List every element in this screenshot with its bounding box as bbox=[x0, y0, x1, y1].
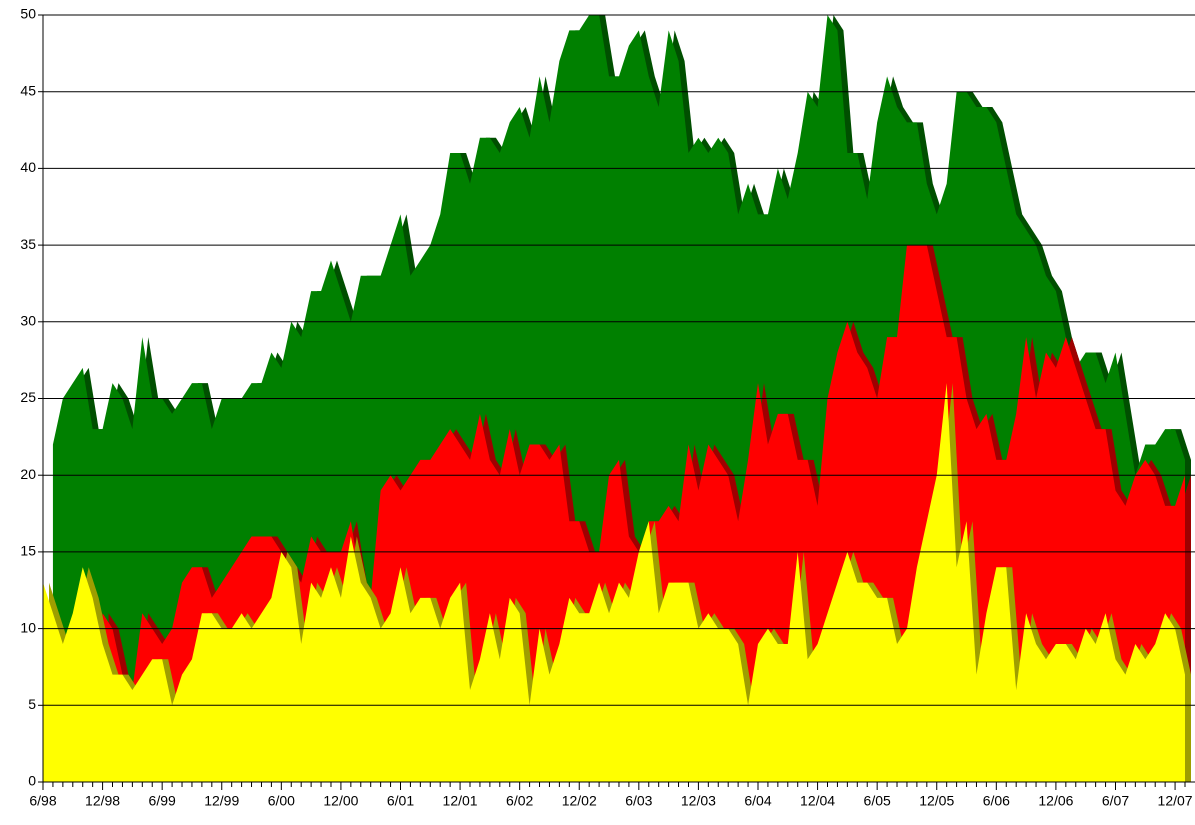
y-tick-label: 10 bbox=[20, 619, 36, 635]
y-tick-label: 50 bbox=[20, 6, 36, 22]
y-tick-label: 40 bbox=[20, 159, 36, 175]
x-tick-label: 6/04 bbox=[744, 793, 771, 809]
x-tick-label: 6/99 bbox=[149, 793, 176, 809]
y-tick-label: 30 bbox=[20, 313, 36, 329]
x-tick-label: 12/02 bbox=[562, 793, 597, 809]
x-tick-label: 6/07 bbox=[1102, 793, 1129, 809]
x-tick-label: 12/98 bbox=[85, 793, 120, 809]
x-tick-label: 6/02 bbox=[506, 793, 533, 809]
x-tick-label: 6/98 bbox=[29, 793, 56, 809]
y-tick-label: 5 bbox=[28, 696, 36, 712]
y-tick-label: 35 bbox=[20, 236, 36, 252]
x-tick-label: 12/03 bbox=[681, 793, 716, 809]
x-tick-label: 12/00 bbox=[323, 793, 358, 809]
area bbox=[43, 383, 1185, 782]
y-tick-label: 45 bbox=[20, 82, 36, 98]
y-tick-label: 15 bbox=[20, 543, 36, 559]
x-tick-label: 12/04 bbox=[800, 793, 835, 809]
x-tick-label: 6/06 bbox=[983, 793, 1010, 809]
y-tick-label: 0 bbox=[28, 773, 36, 789]
x-tick-label: 12/99 bbox=[204, 793, 239, 809]
x-tick-label: 12/06 bbox=[1038, 793, 1073, 809]
x-tick-label: 6/03 bbox=[625, 793, 652, 809]
y-tick-label: 20 bbox=[20, 466, 36, 482]
x-tick-label: 12/05 bbox=[919, 793, 954, 809]
x-tick-label: 6/05 bbox=[864, 793, 891, 809]
x-tick-label: 6/00 bbox=[268, 793, 295, 809]
y-tick-label: 25 bbox=[20, 389, 36, 405]
x-tick-label: 12/07 bbox=[1158, 793, 1193, 809]
x-tick-label: 12/01 bbox=[443, 793, 478, 809]
x-tick-label: 6/01 bbox=[387, 793, 414, 809]
